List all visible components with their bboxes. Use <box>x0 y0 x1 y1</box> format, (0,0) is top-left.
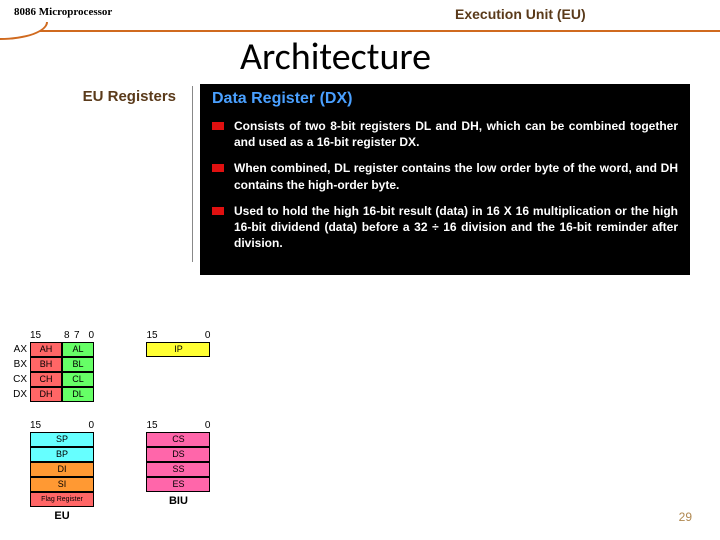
register-name <box>8 477 30 492</box>
register-name: CX <box>8 372 30 387</box>
bullet-text: Consists of two 8-bit registers DL and D… <box>234 118 678 150</box>
register-cell: Flag Register <box>30 492 94 507</box>
register-cell: SI <box>30 477 94 492</box>
register-row: BP <box>8 447 98 462</box>
register-row: IP <box>124 342 214 357</box>
register-row: Flag Register <box>8 492 98 507</box>
bit-label: 7 <box>74 330 80 341</box>
register-row: CS <box>124 432 214 447</box>
eu-label: EU <box>30 510 94 522</box>
segment-block: 15 0 CSDSSSES BIU <box>124 420 214 507</box>
register-name: BX <box>8 357 30 372</box>
register-name <box>124 477 146 492</box>
register-name <box>8 492 30 507</box>
header-divider <box>35 30 720 32</box>
bullet-marker <box>212 164 224 172</box>
register-cell: DS <box>146 447 210 462</box>
register-cell: DI <box>30 462 94 477</box>
page-number: 29 <box>679 510 692 524</box>
register-cell-high: CH <box>30 372 62 387</box>
bullet-item: Used to hold the high 16-bit result (dat… <box>212 203 678 252</box>
bit-label: 15 <box>30 420 41 431</box>
register-name <box>8 462 30 477</box>
bit-label: 0 <box>205 330 211 341</box>
bullet-marker <box>212 122 224 130</box>
register-cell-low: AL <box>62 342 94 357</box>
bit-label: 15 <box>30 330 41 341</box>
bullet-item: When combined, DL register contains the … <box>212 160 678 192</box>
unit-title: Execution Unit (EU) <box>455 6 586 22</box>
register-cell: SS <box>146 462 210 477</box>
register-name: AX <box>8 342 30 357</box>
register-cell-high: AH <box>30 342 62 357</box>
sidebar-separator <box>192 86 193 262</box>
register-cell: SP <box>30 432 94 447</box>
header-divider-curve <box>0 22 48 40</box>
register-diagrams: 15 8 7 0 AXAHALBXBHBLCXCHCLDXDHDL 15 0 I… <box>8 330 236 522</box>
register-cell: CS <box>146 432 210 447</box>
bit-label: 0 <box>88 330 94 341</box>
bit-label: 0 <box>88 420 94 431</box>
bullet-text: When combined, DL register contains the … <box>234 160 678 192</box>
content-panel: Data Register (DX) Consists of two 8-bit… <box>200 84 690 275</box>
bit-label: 0 <box>205 420 211 431</box>
register-name <box>124 447 146 462</box>
register-row: SI <box>8 477 98 492</box>
register-cell-low: BL <box>62 357 94 372</box>
register-name <box>124 342 146 357</box>
register-row: AXAHAL <box>8 342 98 357</box>
bullet-item: Consists of two 8-bit registers DL and D… <box>212 118 678 150</box>
register-name <box>8 432 30 447</box>
page-title: Architecture <box>240 34 431 80</box>
content-heading: Data Register (DX) <box>212 90 678 108</box>
ptr-idx-block: 15 0 SPBPDISIFlag Register EU <box>8 420 98 522</box>
register-row: SS <box>124 462 214 477</box>
register-row: DS <box>124 447 214 462</box>
register-row: CXCHCL <box>8 372 98 387</box>
sidebar-label: EU Registers <box>56 88 176 105</box>
register-name: DX <box>8 387 30 402</box>
register-row: DXDHDL <box>8 387 98 402</box>
register-cell: IP <box>146 342 210 357</box>
register-cell-high: DH <box>30 387 62 402</box>
register-name <box>124 432 146 447</box>
register-row: BXBHBL <box>8 357 98 372</box>
biu-label: BIU <box>146 495 210 507</box>
gp-register-block: 15 8 7 0 AXAHALBXBHBLCXCHCLDXDHDL <box>8 330 98 402</box>
bit-label: 15 <box>146 330 157 341</box>
register-cell: BP <box>30 447 94 462</box>
register-row: DI <box>8 462 98 477</box>
ip-register-block: 15 0 IP <box>124 330 214 357</box>
bit-label: 15 <box>146 420 157 431</box>
bullet-marker <box>212 207 224 215</box>
register-name <box>8 447 30 462</box>
register-cell: ES <box>146 477 210 492</box>
register-name <box>124 462 146 477</box>
register-row: SP <box>8 432 98 447</box>
register-cell-high: BH <box>30 357 62 372</box>
bit-label: 8 <box>64 330 70 341</box>
bullet-text: Used to hold the high 16-bit result (dat… <box>234 203 678 252</box>
register-row: ES <box>124 477 214 492</box>
doc-label: 8086 Microprocessor <box>14 6 112 18</box>
register-cell-low: CL <box>62 372 94 387</box>
register-cell-low: DL <box>62 387 94 402</box>
